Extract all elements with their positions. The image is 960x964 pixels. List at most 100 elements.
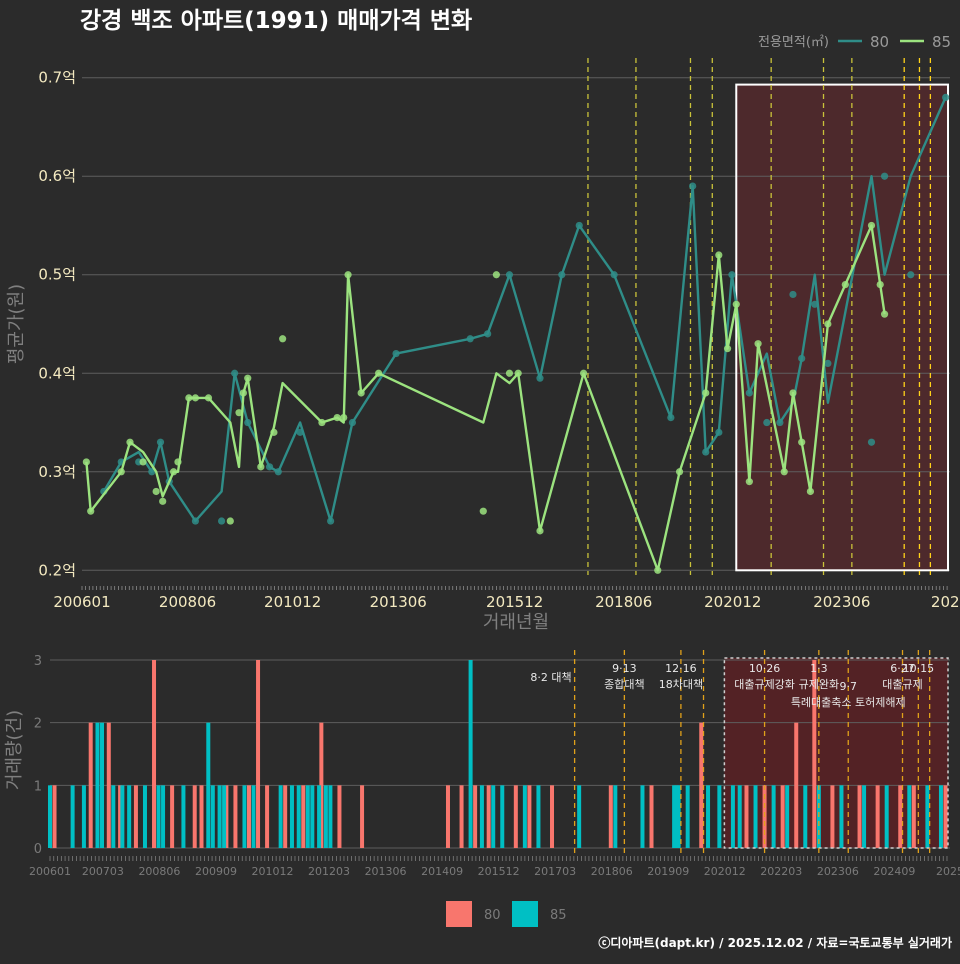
data-point-85 [139,458,147,466]
data-point-85 [185,394,193,402]
volume-x-tick-label: 202012 [704,865,746,878]
volume-bar-85 [925,785,930,848]
data-point-85 [780,468,788,476]
policy-annotation: 10·26 대출규제강화 [734,662,795,691]
data-point-85 [159,497,167,505]
volume-bar-80 [794,722,799,848]
volume-bar-85 [907,785,912,848]
volume-x-tick-label: 200806 [138,865,180,878]
volume-bar-85 [317,785,322,848]
data-point-85 [375,369,383,377]
policy-annotation-date: 12·16 [665,662,697,675]
series-line-85 [85,224,886,572]
volume-x-tick-label: 202409 [873,865,915,878]
volume-bar-85 [161,785,166,848]
data-point-85 [191,394,200,402]
data-point-80 [484,330,492,338]
data-point-80 [231,369,239,377]
policy-annotation-text: 특례대출축소 토허제해제 [791,695,906,709]
volume-panel: 0 1 2 3 거래량(건) 8·2 대책 9·13 종합대책 12·16 18차대책 10·26 대… [4,650,960,878]
volume-bar-80 [649,785,654,848]
volume-x-tick-label: 201203 [308,865,350,878]
volume-bar-80 [898,785,903,848]
volume-x-tick-label: 200601 [29,865,71,878]
volume-bar-85 [938,785,943,848]
volume-bar-85 [674,785,679,848]
data-point-80 [728,271,736,279]
volume-bar-80 [459,785,464,848]
price-panel: 0.2억 0.3억 0.4억 0.5억 0.6억 0.7억 200601 200806 2010… [6,58,960,633]
legend-label-80: 80 [870,33,889,51]
volume-bar-85 [522,785,527,848]
volume-bar-80 [233,785,238,848]
volume-bar-85 [884,785,889,848]
data-point-85 [723,345,732,353]
data-point-80 [715,428,723,436]
volume-bar-85 [577,785,582,848]
data-point-80 [763,418,771,427]
volume-bar-80 [283,785,288,848]
data-point-80 [575,221,583,230]
data-point-80 [942,93,950,102]
data-point-85 [333,413,341,422]
volume-x-tick-label: 201703 [534,865,576,878]
data-point-85 [226,517,234,525]
data-point-85 [806,487,815,496]
data-point-85 [715,251,723,259]
volume-bar-80 [319,722,324,848]
volume-bar-85 [862,785,867,848]
volume-bar-85 [81,785,86,848]
chart-title: 강경 백조 아파트(1991) 매매가격 변화 [80,8,472,34]
policy-annotation-text: 규제완화 [799,678,839,691]
volume-bar-85 [323,785,328,848]
legend-label-85: 85 [932,33,951,51]
volume-bar-85 [839,785,844,848]
volume-x-tick-label: 200909 [195,865,237,878]
legend-bottom: 80 85 [446,901,567,927]
policy-annotation-date: 9·13 [612,662,637,675]
volume-bar-85 [771,785,776,848]
data-point-85 [257,463,265,471]
volume-bar-80 [256,660,261,848]
source-credit: ⓒ디아파트(dapt.kr) / 2025.12.02 / 자료=국토교통부 실… [598,935,952,950]
x-tick-label: 202012 [704,593,761,611]
data-point-85 [318,418,326,427]
volume-bar-85 [536,785,541,848]
legend-swatch-volume-85 [512,901,538,927]
volume-x-tick-label: 202306 [817,865,859,878]
volume-bar-80 [608,785,613,848]
x-tick-label: 200806 [159,593,216,611]
data-point-85 [824,320,832,328]
volume-bar-85 [753,785,758,848]
volume-bar-85 [127,785,132,848]
volume-axis-label: 거래량(건) [4,710,25,790]
data-point-85 [654,566,662,574]
data-point-85 [126,438,134,446]
volume-bar-85 [730,785,735,848]
data-point-85 [867,221,876,230]
data-point-85 [152,487,160,496]
data-point-80 [348,418,357,427]
volume-bar-80 [192,785,197,848]
volume-bar-80 [170,785,175,848]
y-tick-label: 0.4억 [38,364,76,382]
x-tick-label: 201806 [595,593,652,611]
volume-bar-80 [445,785,450,848]
volume-bar-85 [210,785,215,848]
volume-bar-85 [296,785,301,848]
volume-bar-85 [111,785,116,848]
data-point-80 [217,517,226,525]
volume-bar-80 [360,785,365,848]
volume-bar-85 [328,785,333,848]
data-point-85 [732,300,740,308]
data-point-85 [505,369,514,377]
data-point-85 [244,374,252,382]
y-tick-label: 0.2억 [38,561,76,579]
policy-annotation-date: 10·26 [749,662,781,675]
data-point-80 [265,463,274,471]
data-point-85 [270,428,278,436]
volume-bar-80 [699,722,704,848]
volume-bar-85 [48,785,52,848]
volume-bar-85 [305,785,310,848]
